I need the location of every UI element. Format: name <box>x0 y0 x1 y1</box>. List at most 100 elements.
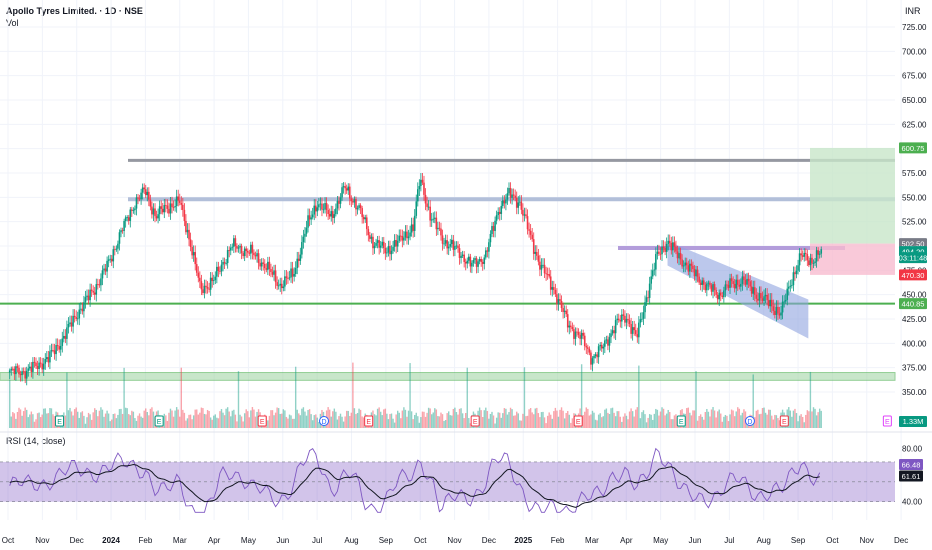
price-badge-bg <box>899 269 927 281</box>
candle-body <box>608 337 611 346</box>
candle-body <box>15 366 17 375</box>
candle-body <box>362 216 365 220</box>
volume-bar <box>791 416 793 428</box>
candle-body <box>141 187 144 193</box>
volume-bar <box>698 415 700 428</box>
volume-bar <box>647 417 649 428</box>
volume-bar <box>808 411 810 428</box>
volume-bar <box>140 416 142 428</box>
volume-bar <box>316 417 319 428</box>
candle-body <box>433 217 436 219</box>
candle-body <box>212 280 215 282</box>
volume-bar <box>757 409 759 428</box>
candle-body <box>460 255 462 258</box>
candle-body <box>613 330 615 334</box>
candle-body <box>382 241 385 248</box>
volume-bar <box>138 413 141 428</box>
candle-body <box>502 200 504 206</box>
candle-body <box>489 233 492 243</box>
rsi-tick-label: 80.00 <box>902 445 923 454</box>
volume-bar <box>539 417 541 428</box>
volume-bar <box>743 409 745 428</box>
candle-body <box>735 279 738 289</box>
volume-bar <box>528 409 530 428</box>
candle-body <box>182 204 184 210</box>
volume-bar <box>594 419 597 428</box>
volume-bar <box>273 415 275 428</box>
y-tick-label: 575.00 <box>902 169 927 178</box>
volume-bar <box>304 411 306 428</box>
volume-bar <box>567 411 569 428</box>
candle-body <box>69 322 71 324</box>
candle-body <box>543 264 546 274</box>
candle-body <box>784 299 787 302</box>
candle-body <box>778 313 781 316</box>
volume-bar <box>94 408 96 428</box>
x-tick-label: Jun <box>276 536 289 545</box>
candle-body <box>301 242 303 255</box>
volume-bar <box>409 363 411 428</box>
volume-bar <box>328 409 331 428</box>
price-badge-label: 470.30 <box>902 271 925 280</box>
volume-badge-bg <box>899 416 927 427</box>
volume-bar <box>601 417 603 428</box>
candle-body <box>302 236 305 243</box>
candle-body <box>205 285 207 288</box>
candle-body <box>129 209 132 221</box>
volume-bar <box>389 414 391 428</box>
candle-body <box>440 228 442 236</box>
volume-bar <box>103 416 105 428</box>
rsi-ma-line <box>9 463 820 508</box>
volume-bar <box>208 411 210 428</box>
volume-bar <box>480 410 482 428</box>
volume-bar <box>285 416 288 428</box>
candle-body <box>369 235 371 239</box>
candle-body <box>621 314 623 322</box>
volume-bar <box>803 422 805 428</box>
event-marker-label: E <box>576 419 581 426</box>
earnings-marker-icon <box>364 415 374 427</box>
volume-bar <box>214 414 217 428</box>
price-badge: 03:11:48 <box>899 252 927 264</box>
volume-bar <box>727 421 730 428</box>
price-badge: 440.85 <box>899 298 927 310</box>
volume-bar <box>686 408 688 428</box>
candle-body <box>226 250 229 264</box>
volume-bar <box>398 412 400 428</box>
volume-bar <box>701 416 703 428</box>
candle-body <box>755 294 758 299</box>
volume-bar <box>24 407 26 428</box>
candle-body <box>121 230 124 232</box>
volume-bar <box>247 411 249 428</box>
volume-bar <box>621 421 623 428</box>
volume-bar <box>740 415 742 428</box>
candle-body <box>503 200 506 204</box>
volume-bar <box>610 408 612 428</box>
support-zone <box>0 372 896 381</box>
volume-bar <box>737 407 739 428</box>
volume-bar <box>712 407 714 428</box>
candle-body <box>390 250 393 255</box>
candle-body <box>469 256 472 267</box>
volume-bar <box>655 408 657 428</box>
volume-bar <box>587 408 589 428</box>
volume-bar <box>47 413 50 428</box>
candle-body <box>44 359 47 364</box>
volume-bar <box>83 415 85 428</box>
volume-bar <box>39 417 42 428</box>
volume-bar <box>763 407 765 428</box>
volume-bar <box>90 419 93 428</box>
volume-bar <box>129 415 131 428</box>
candle-body <box>587 347 589 349</box>
candle-body <box>189 239 192 247</box>
volume-bar <box>284 410 286 428</box>
candle-body <box>577 332 580 335</box>
candle-body <box>682 265 685 267</box>
candle-body <box>675 246 677 252</box>
volume-bar <box>104 413 107 428</box>
volume-bar <box>777 418 779 428</box>
candle-body <box>131 209 133 211</box>
candle-body <box>76 318 79 320</box>
volume-bar <box>302 407 305 428</box>
